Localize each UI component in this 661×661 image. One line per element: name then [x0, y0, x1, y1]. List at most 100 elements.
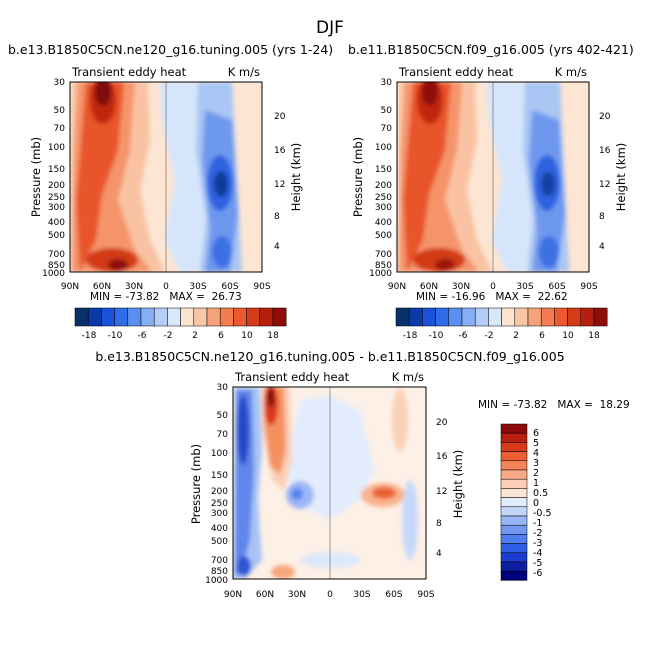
- panel-2-xtick: 90S: [580, 282, 597, 292]
- panel-2-xtick: 60S: [548, 282, 565, 292]
- panel-3-colorbar-swatch: [500, 543, 528, 554]
- panel-1-colorbar-swatch: [114, 307, 129, 327]
- panel-1-colorbar-swatch: [233, 307, 247, 327]
- panel-1-xtick: 30N: [125, 282, 143, 292]
- panel-3-xtick: 90N: [224, 590, 242, 600]
- page-title: DJF: [316, 18, 344, 38]
- panel-3-cb-label: 2: [533, 468, 539, 479]
- panel-3-ylabel: Pressure (mb): [189, 444, 203, 524]
- panel-2-stats: MIN = -16.96 MAX = 22.62: [416, 291, 568, 303]
- panel-1-ytick: 70: [54, 124, 66, 134]
- panel-2-ytick: 400: [375, 218, 392, 228]
- panel-1-y2label: Height (km): [289, 143, 303, 212]
- panel-2-xtick: 30S: [516, 282, 533, 292]
- panel-3-xtick: 60N: [256, 590, 274, 600]
- panel-1-ytick: 850: [48, 261, 65, 271]
- panel-1-colorbar-swatch: [101, 307, 115, 327]
- panel-2-x-ticks: 90N 60N 30N 0 30S 60S 90S: [388, 282, 598, 292]
- panel-3-y2tick: 20: [436, 418, 448, 428]
- panel-1-xtick: 0: [163, 282, 169, 292]
- panel-3-cb-label: 4: [533, 448, 539, 459]
- panel-3-xtick: 0: [327, 590, 333, 600]
- panel-1-x-ticks: 90N 60N 30N 0 30S 60S 90S: [61, 282, 271, 292]
- panel-1-ytick: 400: [48, 218, 65, 228]
- panel-2-colorbar-swatch: [501, 307, 516, 327]
- panel-2-ytick: 150: [375, 165, 392, 175]
- panel-1-y2tick: 4: [274, 242, 280, 252]
- panel-1-ytick: 30: [54, 78, 66, 88]
- panel-1-cb-label: -18: [82, 331, 97, 341]
- panel-3-ytick: 300: [211, 509, 228, 519]
- panel-3-xtick: 30S: [353, 590, 370, 600]
- panel-3-colorbar-swatch: [500, 515, 528, 526]
- panel-3-blue-south: [402, 480, 418, 560]
- panel-3-cb-label: -4: [533, 548, 542, 559]
- panel-2-title: b.e11.B1850C5CN.f09_g16.005 (yrs 402-421…: [348, 42, 634, 57]
- panel-2-ytick: 300: [375, 203, 392, 213]
- panel-1-field: [70, 82, 262, 272]
- panel-2-y2-ticks: 20 16 12 8 4: [599, 112, 611, 252]
- panel-1-colorbar-swatch: [246, 307, 261, 327]
- panel-3-x-ticks: 90N 60N 30N 0 30S 60S 90S: [224, 590, 435, 600]
- panel-1-ytick: 500: [48, 231, 65, 241]
- panel-2-blue-lower: [539, 236, 559, 268]
- panel-2-colorbar-swatch: [435, 307, 450, 327]
- panel-1-colorbar-swatch: [206, 307, 221, 327]
- panel-2: b.e11.B1850C5CN.f09_g16.005 (yrs 402-421…: [348, 42, 634, 341]
- panel-3-colorbar-swatch: [500, 524, 528, 535]
- panel-3-cb-label: -6: [533, 568, 542, 579]
- panel-1-cb-label: 2: [192, 331, 198, 341]
- panel-1-ytick: 700: [48, 250, 65, 260]
- panel-3-cb-label: 6: [533, 428, 539, 439]
- panel-1-cb-label: 18: [267, 331, 279, 341]
- panel-1-red: [76, 82, 124, 272]
- panel-3-cb-label: 1: [533, 478, 539, 489]
- panel-2-colorbar-swatch: [514, 307, 529, 327]
- panel-1-colorbar-swatch: [87, 307, 102, 327]
- panel-3-ytick: 30: [217, 383, 229, 393]
- panel-1-colorbar-swatch: [193, 307, 208, 327]
- panel-2-ytick: 250: [375, 193, 392, 203]
- panel-1: b.e13.B1850C5CN.ne120_g16.tuning.005 (yr…: [8, 42, 333, 341]
- panel-3-cb-label: -1: [533, 518, 542, 529]
- panel-3-field: [233, 387, 426, 579]
- panel-3-xtick: 30N: [288, 590, 306, 600]
- panel-2-ytick: 1000: [369, 269, 392, 279]
- panel-3-xtick: 90S: [417, 590, 434, 600]
- panel-1-colorbar-swatch: [167, 307, 181, 327]
- panel-2-cb-label: 2: [513, 331, 519, 341]
- panel-1-y2tick: 16: [274, 146, 286, 156]
- panel-3-right-label: K m/s: [392, 370, 424, 384]
- panel-1-colorbar-swatch: [140, 307, 155, 327]
- panel-1-cb-label: -6: [138, 331, 147, 341]
- panel-1-colorbar-swatch: [153, 307, 168, 327]
- panel-3-red-southern: [372, 487, 396, 499]
- panel-1-y2-ticks: 20 16 12 8 4: [274, 112, 286, 252]
- panel-1-colorbar-swatch: [180, 307, 195, 327]
- panel-1-colorbar-swatch: [272, 307, 287, 327]
- panel-2-colorbar-swatch: [488, 307, 502, 327]
- panel-3-y2tick: 8: [436, 519, 442, 529]
- panel-2-ytick: 700: [375, 250, 392, 260]
- panel-3-orange-low: [271, 565, 295, 579]
- panel-3-y2tick: 16: [436, 452, 448, 462]
- panel-2-ytick: 100: [375, 143, 392, 153]
- panel-2-colorbar-swatch: [593, 307, 608, 327]
- panel-3-colorbar-swatch: [500, 469, 528, 480]
- panel-2-colorbar-swatch: [474, 307, 489, 327]
- panel-3-colorbar: 6 5 4 3 2 1 0.5 0 -0.5 -1 -2 -3 -4 -5 -6: [500, 423, 552, 581]
- panel-2-darkred-core: [422, 82, 438, 106]
- panel-1-title: b.e13.B1850C5CN.ne120_g16.tuning.005 (yr…: [8, 42, 333, 57]
- panel-3-colorbar-swatch: [500, 497, 528, 508]
- panel-3-ytick: 700: [211, 556, 228, 566]
- panel-3-y2label: Height (km): [451, 450, 465, 519]
- panel-1-colorbar: -18 -10 -6 -2 2 6 10 18: [74, 307, 287, 341]
- panel-2-colorbar-swatch: [422, 307, 436, 327]
- panel-2-xtick: 90N: [388, 282, 406, 292]
- panel-2-y2tick: 12: [599, 180, 610, 190]
- panel-2-cb-label: -18: [403, 331, 418, 341]
- panel-3-cb-label: -3: [533, 538, 542, 549]
- panel-2-cb-label: -6: [459, 331, 468, 341]
- panel-2-cb-label: 18: [588, 331, 600, 341]
- panel-2-ylabel: Pressure (mb): [351, 137, 365, 217]
